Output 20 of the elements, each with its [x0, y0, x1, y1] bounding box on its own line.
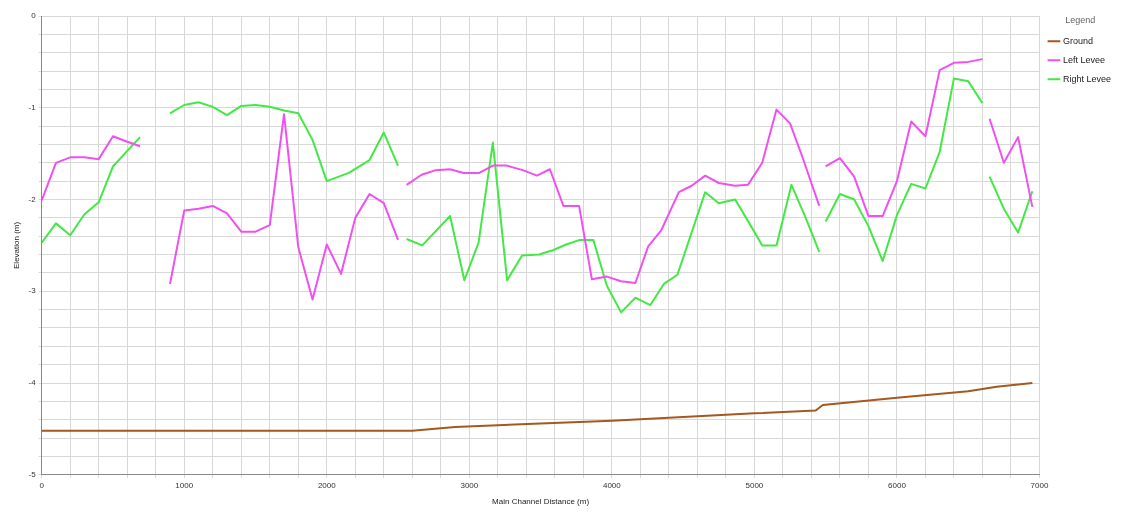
- x-tick-label: 3000: [460, 480, 479, 490]
- x-tick-label: 2000: [317, 480, 337, 490]
- x-tick-label: 4000: [602, 480, 622, 490]
- legend-label: Right Levee: [1062, 73, 1112, 84]
- legend-label: Ground: [1062, 35, 1093, 46]
- legend-title: Legend: [1065, 14, 1096, 25]
- y-tick-label: -3: [28, 286, 37, 296]
- y-tick-label: -2: [28, 194, 37, 204]
- y-axis-title: Elevation (m): [12, 221, 21, 269]
- legend-label: Left Levee: [1062, 54, 1106, 65]
- y-tick-label: -1: [28, 102, 37, 112]
- x-tick-label: 7000: [1030, 480, 1049, 490]
- x-tick-label: 0: [39, 480, 45, 490]
- y-tick-label: 0: [31, 11, 37, 21]
- y-tick-label: -5: [28, 470, 37, 479]
- y-tick-label: -4: [28, 378, 37, 388]
- x-axis-title: Main Channel Distance (m): [492, 497, 590, 507]
- x-tick-label: 1000: [175, 480, 194, 490]
- x-tick-label: 6000: [888, 480, 907, 490]
- x-tick-label: 5000: [745, 480, 764, 490]
